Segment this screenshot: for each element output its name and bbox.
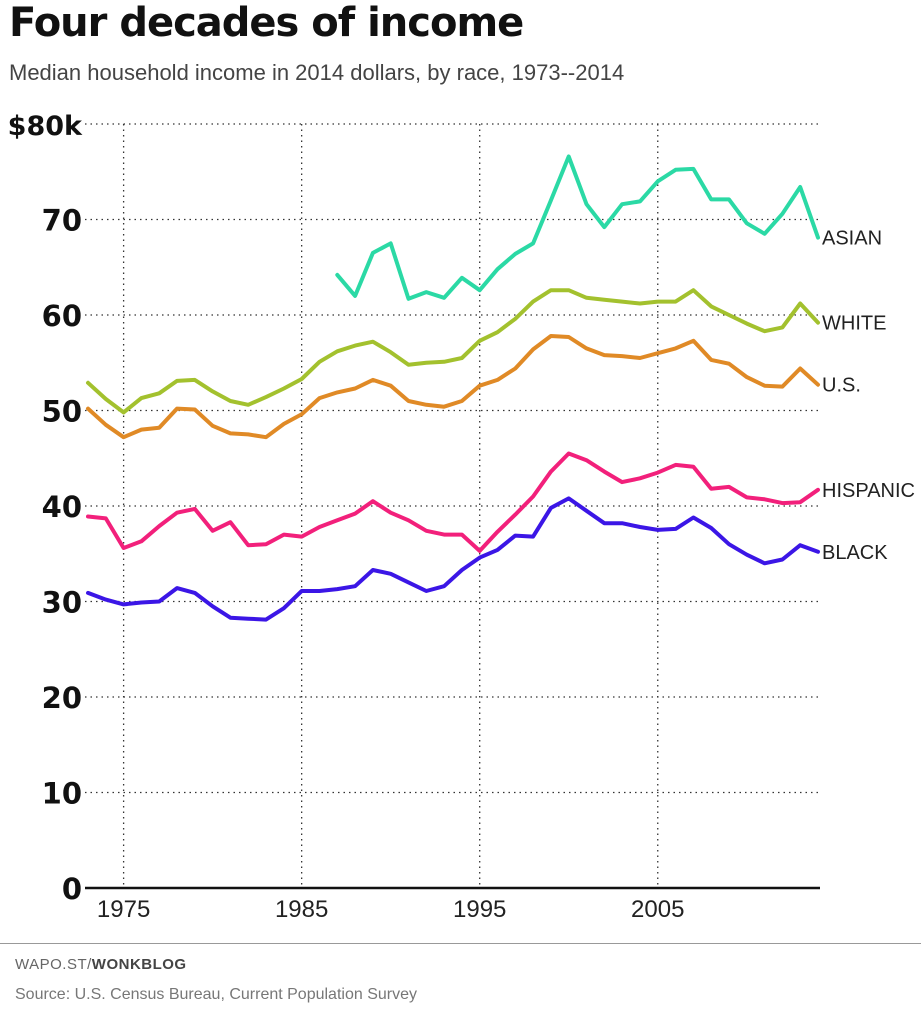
series-line-black [86,496,820,622]
y-axis-tick-labels: 0 10 20 30 40 50 60 70 $80k [8,111,83,906]
gridlines [85,123,820,890]
series-label-hispanic: HISPANIC [822,480,915,502]
credit-line: WAPO.ST/WONKBLOG [15,956,187,973]
y-tick-label: 60 [42,299,82,333]
y-tick-label: 20 [42,681,82,715]
series-label-us: U.S. [822,375,861,397]
credit-prefix: WAPO.ST/ [15,956,92,973]
series-lines [86,154,820,622]
series-label-asian: ASIAN [822,228,882,250]
series-labels: ASIAN WHITE U.S. HISPANIC BLACK [822,228,915,564]
y-tick-label: 40 [42,490,82,524]
x-tick-label: 2005 [631,896,684,923]
series-line-asian [335,154,820,301]
chart-subtitle: Median household income in 2014 dollars,… [9,60,625,85]
x-tick-label: 1975 [97,896,150,923]
footer-divider [0,943,921,944]
x-axis-tick-labels: 1975 1985 1995 2005 [97,896,685,923]
series-line-white [86,288,820,415]
series-label-black: BLACK [822,542,888,564]
x-tick-label: 1985 [275,896,328,923]
y-tick-label: $80k [8,111,83,142]
x-tick-label: 1995 [453,896,506,923]
series-line-hispanic [86,451,820,553]
y-tick-label: 50 [42,395,82,429]
chart-title: Four decades of income [9,0,524,46]
y-tick-label: 0 [62,872,82,906]
series-label-white: WHITE [822,313,886,335]
credit-brand: WONKBLOG [91,956,187,973]
line-chart: 1975 1985 1995 2005 0 10 20 30 40 50 60 70 $80k ASI… [8,111,915,923]
y-tick-label: 30 [42,586,82,620]
series-line-us [86,334,820,440]
source-note: Source: U.S. Census Bureau, Current Popu… [15,986,417,1003]
y-tick-label: 70 [42,204,82,238]
y-tick-label: 10 [42,777,82,811]
